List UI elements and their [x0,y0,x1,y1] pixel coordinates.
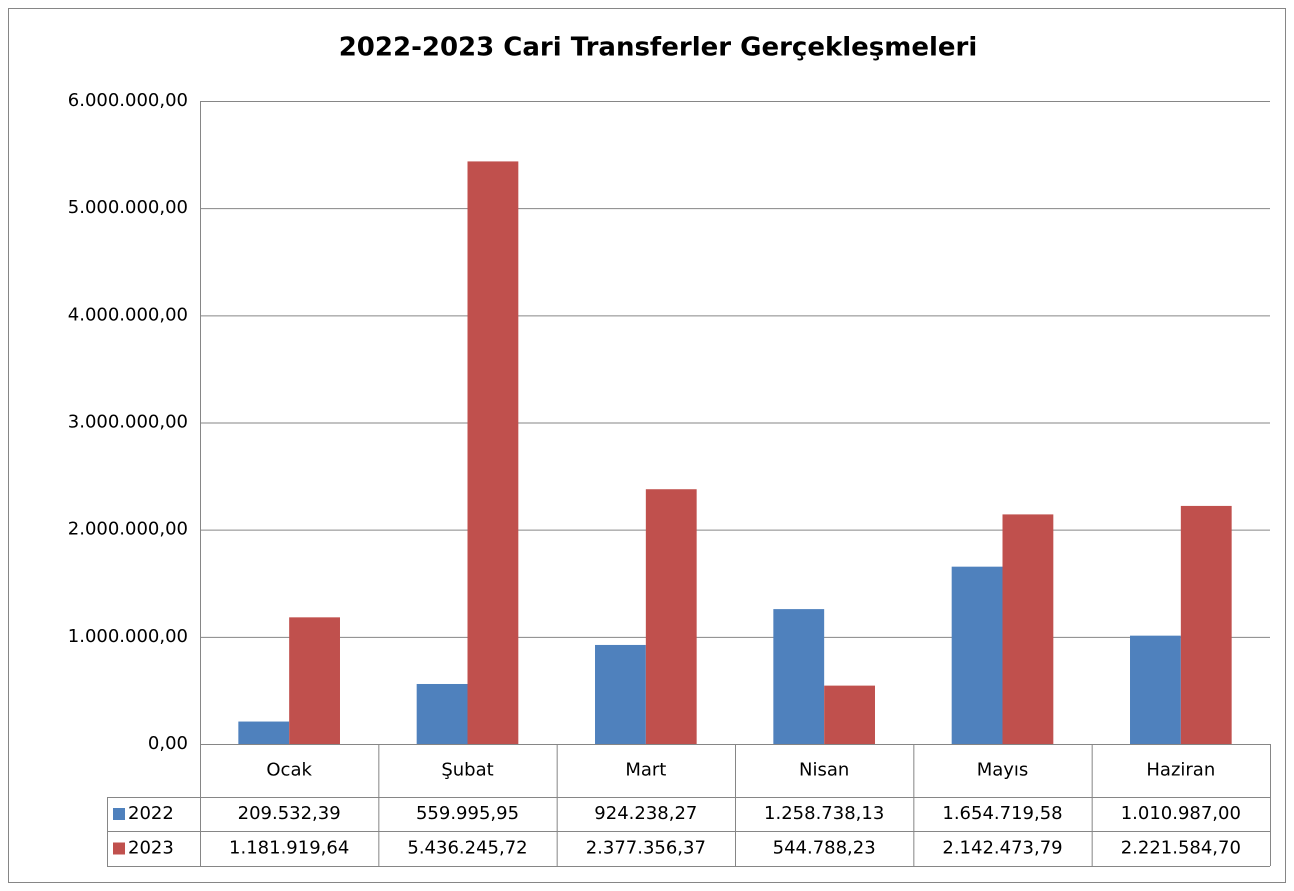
data-label: 2.377.356,37 [586,838,706,859]
data-label: 559.995,95 [416,803,519,824]
y-tick-label: 1.000.000,00 [68,626,188,647]
y-tick-label: 2.000.000,00 [68,519,188,540]
x-tick-label: Haziran [1146,760,1215,781]
legend-swatch [113,842,125,855]
chart-title: 2022-2023 Cari Transferler Gerçekleşmele… [339,33,978,63]
bar [416,683,468,744]
y-tick-label: 3.000.000,00 [68,412,188,433]
x-tick-label: Nisan [799,760,849,781]
y-tick-label: 0,00 [148,733,188,754]
bar [824,685,875,744]
x-tick-label: Mayıs [977,760,1029,781]
data-label: 1.654.719,58 [942,803,1062,824]
bar [773,609,825,744]
y-tick-label: 5.000.000,00 [68,197,188,218]
data-label: 1.181.919,64 [229,838,349,859]
data-label: 2.221.584,70 [1121,838,1241,859]
bar [467,161,519,745]
data-label: 924.238,27 [594,803,697,824]
bar [1002,514,1054,744]
bar [595,644,646,744]
data-label: 5.436.245,72 [407,838,527,859]
legend-label: 2022 [128,803,174,824]
bar [645,489,697,744]
data-label: 1.010.987,00 [1121,803,1241,824]
data-label: 1.258.738,13 [764,803,884,824]
x-tick-label: Şubat [441,760,493,781]
data-label: 544.788,23 [773,838,876,859]
bar [951,566,1003,744]
x-tick-label: Mart [625,760,666,781]
bar [289,617,340,744]
bar [1130,635,1181,744]
legend-swatch [113,808,125,820]
data-label: 2.142.473,79 [942,838,1062,859]
data-label: 209.532,39 [238,803,341,824]
bar [1180,505,1232,744]
legend-label: 2023 [128,838,174,859]
y-tick-label: 6.000.000,00 [68,90,188,111]
y-tick-label: 4.000.000,00 [68,304,188,325]
x-tick-label: Ocak [266,760,312,781]
bar [238,721,290,744]
